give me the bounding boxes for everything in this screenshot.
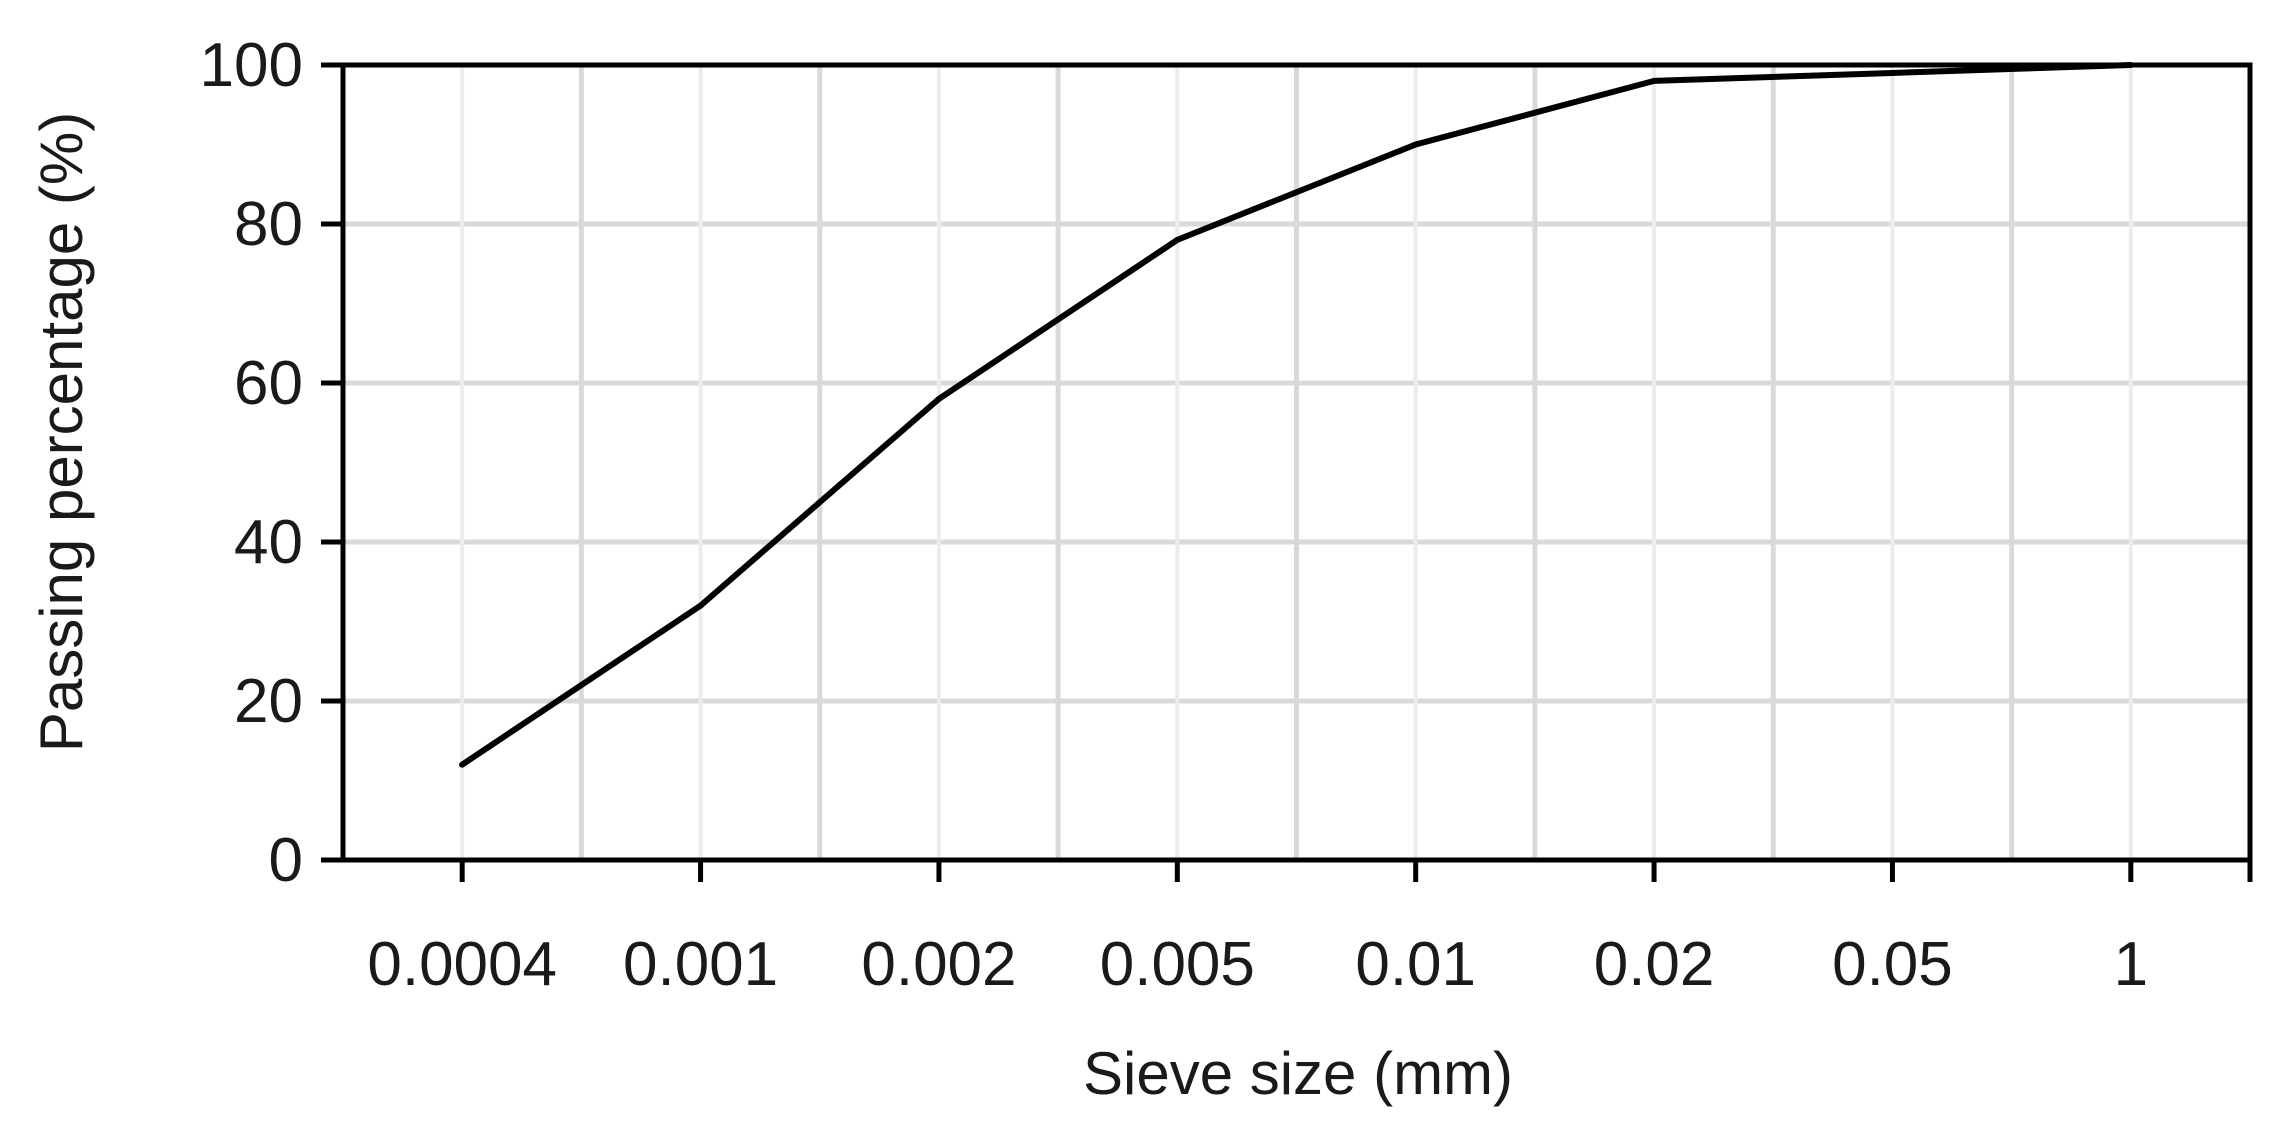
plot-frame: [340, 62, 2253, 863]
data-point-0-4: [1412, 141, 1419, 148]
x-tick-label-3: 0.005: [1100, 930, 1255, 999]
y-axis-title: Passing percentage (%): [28, 112, 95, 752]
tick-labels: 0 20 40 60 80 100 0.0004 0.001 0.002 0.005 0.01 0.0…: [200, 31, 2149, 999]
series: [459, 62, 2134, 768]
x-axis-title: Sieve size (mm): [1083, 1040, 1513, 1107]
y-tick-label-0: 0: [269, 826, 303, 895]
data-point-0-2: [935, 395, 942, 402]
data-point-0-3: [1174, 236, 1181, 243]
y-tick-label-60: 60: [234, 349, 303, 418]
x-tick-label-5: 0.02: [1594, 930, 1715, 999]
x-tick-label-1: 0.001: [623, 930, 778, 999]
y-tick-label-20: 20: [234, 667, 303, 736]
y-tick-label-80: 80: [234, 190, 303, 259]
x-tick-label-0: 0.0004: [367, 930, 557, 999]
data-point-0-7: [2127, 62, 2134, 68]
x-tick-label-2: 0.002: [861, 930, 1016, 999]
data-point-0-1: [697, 602, 704, 609]
data-point-0-5: [1651, 77, 1658, 84]
series-line-0: [459, 62, 2134, 768]
data-point-0-0: [459, 761, 466, 768]
axes: [321, 62, 2253, 882]
x-tick-label-4: 0.01: [1355, 930, 1476, 999]
x-tick-label-6: 0.05: [1832, 930, 1953, 999]
gridlines: [343, 62, 2250, 860]
y-tick-label-100: 100: [200, 31, 303, 100]
y-tick-label-40: 40: [234, 508, 303, 577]
x-tick-label-7: 1: [2114, 930, 2148, 999]
data-point-0-6: [1889, 69, 1896, 76]
